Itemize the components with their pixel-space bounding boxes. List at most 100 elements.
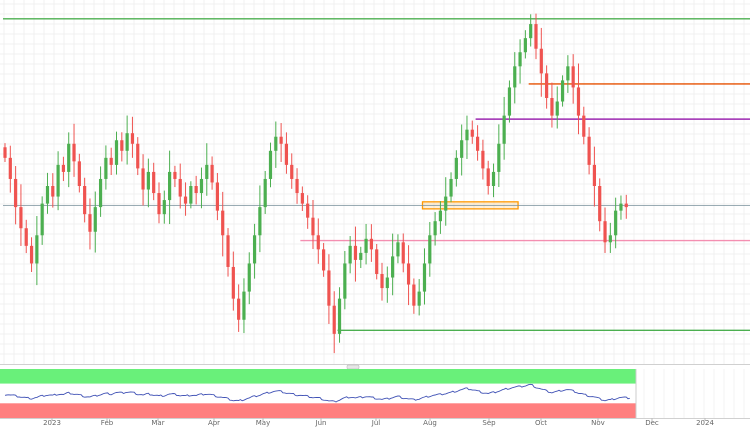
candle bbox=[14, 166, 18, 225]
candle bbox=[369, 224, 373, 262]
candle-body bbox=[401, 242, 405, 264]
candle bbox=[513, 52, 517, 104]
candle-body bbox=[210, 164, 214, 183]
candle-body bbox=[173, 171, 177, 179]
candle bbox=[406, 245, 411, 306]
candle-body bbox=[274, 136, 278, 151]
candle-body bbox=[422, 263, 427, 292]
candle-body bbox=[51, 186, 55, 197]
candle-body bbox=[300, 193, 304, 204]
candle bbox=[284, 132, 289, 174]
candle-body bbox=[8, 157, 12, 179]
candle-body bbox=[460, 140, 464, 158]
candle-body bbox=[141, 168, 145, 190]
candle-body bbox=[72, 143, 76, 162]
candle-body bbox=[189, 186, 193, 204]
candle bbox=[93, 191, 97, 253]
x-tick-label: Feb bbox=[101, 419, 114, 427]
candle-body bbox=[539, 48, 543, 74]
x-axis: 2023 Feb Mar Apr May Jun Jul Aug Sep Oct Nov Dec 202… bbox=[43, 418, 714, 427]
candle-body bbox=[555, 101, 559, 116]
candle bbox=[603, 207, 607, 253]
candle bbox=[162, 190, 166, 224]
candle-body bbox=[56, 164, 60, 197]
candle-body bbox=[120, 140, 124, 151]
candle bbox=[306, 195, 310, 229]
x-tick-label: Sep bbox=[482, 419, 496, 427]
candle-body bbox=[104, 157, 108, 179]
candle-body bbox=[529, 24, 533, 39]
candle bbox=[45, 172, 50, 214]
candle bbox=[598, 178, 602, 232]
candle bbox=[576, 63, 581, 135]
candle-body bbox=[491, 171, 496, 186]
candle bbox=[72, 123, 76, 177]
candle-body bbox=[582, 115, 586, 137]
candle-body bbox=[146, 171, 150, 190]
candle bbox=[168, 150, 172, 225]
candle-body bbox=[93, 207, 97, 232]
candle bbox=[566, 55, 570, 93]
candle bbox=[337, 287, 342, 343]
candle bbox=[385, 266, 389, 303]
candle bbox=[571, 54, 575, 104]
candle-body bbox=[221, 210, 225, 236]
x-tick-label: Mar bbox=[151, 419, 164, 427]
candle bbox=[35, 216, 39, 286]
candle-body bbox=[98, 178, 103, 208]
candle bbox=[157, 182, 161, 224]
candle bbox=[295, 168, 299, 204]
candle-body bbox=[412, 284, 416, 306]
candle bbox=[587, 127, 591, 175]
candle-body bbox=[136, 143, 140, 169]
candle bbox=[120, 132, 124, 162]
candle-body bbox=[247, 263, 251, 292]
pane-resize-handle[interactable] bbox=[346, 364, 360, 370]
candle bbox=[486, 160, 490, 195]
rsi-pane bbox=[0, 369, 637, 418]
x-tick-label: Dec bbox=[645, 419, 659, 427]
candle bbox=[189, 181, 193, 209]
candle bbox=[619, 195, 623, 220]
candle bbox=[67, 132, 71, 188]
candle bbox=[237, 284, 241, 332]
candle bbox=[210, 156, 214, 190]
candle-body bbox=[19, 207, 23, 229]
candle-body bbox=[428, 235, 432, 264]
candle bbox=[141, 154, 145, 206]
candle bbox=[316, 218, 320, 264]
candle-body bbox=[497, 143, 501, 172]
candle-body bbox=[592, 164, 597, 186]
candle bbox=[61, 156, 66, 182]
candle-body bbox=[311, 217, 315, 236]
candle bbox=[125, 115, 129, 165]
candle bbox=[40, 196, 44, 245]
candle-body bbox=[619, 203, 623, 211]
candle bbox=[502, 96, 506, 160]
candle-body bbox=[475, 136, 480, 151]
candle-body bbox=[40, 203, 44, 236]
candle-body bbox=[417, 291, 421, 306]
candle-body bbox=[566, 66, 570, 81]
candle bbox=[444, 177, 448, 226]
level-lines bbox=[3, 18, 750, 332]
x-tick-label: 2023 bbox=[43, 419, 61, 427]
candle-body bbox=[486, 168, 490, 186]
candle bbox=[449, 172, 453, 203]
candle bbox=[401, 233, 405, 273]
candle bbox=[364, 223, 368, 265]
candle bbox=[279, 123, 283, 163]
candle-body bbox=[215, 182, 219, 211]
candle bbox=[56, 151, 60, 211]
candle bbox=[300, 186, 304, 212]
candle bbox=[77, 153, 81, 193]
pane-separator[interactable] bbox=[346, 364, 360, 370]
candle-body bbox=[348, 245, 352, 264]
candle-body bbox=[295, 178, 299, 194]
candle bbox=[518, 39, 522, 84]
candle bbox=[130, 116, 135, 158]
candle-body bbox=[178, 178, 182, 197]
candle bbox=[104, 145, 108, 190]
candle bbox=[417, 279, 421, 316]
